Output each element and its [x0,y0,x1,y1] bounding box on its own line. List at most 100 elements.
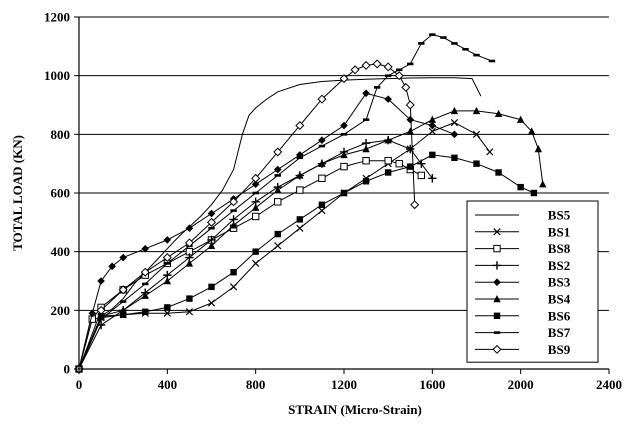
point-bs3-17 [406,115,415,124]
point-bs6-2 [119,311,127,318]
point-bs9-6 [206,217,217,227]
point-bs7-7 [230,209,237,212]
point-bs6-8 [252,248,259,255]
point-bs7-6 [208,226,215,230]
point-bs7-4 [164,262,171,265]
point-bs7-24 [488,59,496,63]
point-bs9-18 [401,82,411,92]
series-bs5 [78,77,482,370]
point-bs4-12 [340,150,348,159]
point-bs9-17 [394,71,404,81]
point-bs3-13 [318,136,326,144]
series-line-bs7 [78,34,493,370]
point-bs6-5 [186,295,193,302]
point-bs8-14 [362,157,370,165]
point-bs9-15 [372,59,382,69]
point-bs4-21 [528,127,536,135]
point-bs4-8 [251,203,260,211]
point-bs9-19 [405,100,415,110]
legend-item-bs8: BS8 [475,241,571,256]
point-bs7-3 [142,282,149,286]
point-bs4-9 [274,186,282,194]
point-bs8-16 [395,159,403,168]
point-bs3-16 [384,95,392,103]
point-bs6-7 [230,269,237,276]
series-bs9 [74,59,420,374]
point-bs9-12 [339,74,349,84]
point-bs8-18 [417,171,425,180]
x-axis-title: STRAIN (Micro-Strain) [288,402,422,417]
point-bs7-17 [407,62,414,66]
point-bs7-19 [429,33,436,36]
point-bs4-16 [428,115,437,123]
point-bs8-15 [384,157,392,165]
point-bs1-6 [207,299,216,307]
point-bs1-5 [185,308,194,316]
point-bs4-18 [472,106,481,115]
point-bs4-4 [163,277,172,285]
legend-label-bs3: BS3 [548,275,571,290]
x-tick-label-2: 800 [246,377,266,392]
point-bs3-11 [273,165,282,174]
point-bs6-16 [429,151,436,159]
legend-marker-bs4 [493,295,501,303]
point-bs4-19 [494,109,503,117]
point-bs9-20 [410,200,420,210]
series-line-bs6 [78,154,535,370]
point-bs9-13 [350,65,360,75]
legend-marker-bs2 [492,261,502,270]
point-bs1-17 [450,118,459,127]
y-tick-label-1: 200 [51,303,71,318]
series-bs7 [75,33,496,371]
point-bs6-19 [495,169,502,176]
point-bs7-20 [440,36,447,39]
y-tick-label-4: 800 [51,127,71,142]
point-bs3-19 [450,130,459,139]
point-bs6-18 [473,160,480,167]
point-bs4-14 [384,136,392,144]
y-tick-label-2: 400 [51,244,71,259]
series-bs8 [75,157,425,373]
x-tick-label-1: 400 [158,377,178,392]
point-bs4-3 [141,291,149,299]
series-layer [74,33,547,374]
legend-item-bs5: BS5 [475,208,571,223]
x-tick-label-3: 1200 [331,377,357,392]
point-bs7-9 [274,174,281,177]
legend-label-bs7: BS7 [548,325,571,340]
point-bs9-3 [140,267,150,277]
legend-marker-bs6 [493,312,501,319]
point-bs1-16 [428,127,436,136]
point-bs6-17 [451,154,458,161]
point-bs1-11 [318,206,326,215]
point-bs3-5 [141,244,150,253]
point-bs9-16 [383,62,393,72]
point-bs3-8 [207,209,216,218]
legend-label-bs1: BS1 [548,224,570,239]
legend-label-bs4: BS4 [548,292,571,307]
point-bs8-12 [318,174,326,183]
point-bs7-12 [340,133,348,136]
point-bs9-9 [273,147,283,157]
point-bs6-11 [318,201,326,208]
point-bs6-10 [296,216,304,223]
point-bs4-6 [207,241,216,249]
point-bs1-9 [274,242,282,250]
point-bs7-16 [396,68,403,72]
legend-item-bs1: BS1 [475,224,570,239]
point-bs6-1 [97,313,105,320]
point-bs4-15 [406,127,414,135]
legend-marker-bs7 [493,331,501,334]
point-bs7-1 [97,317,105,321]
point-bs7-15 [384,74,392,77]
point-bs9-14 [361,60,371,70]
legend-marker-bs8 [493,244,501,253]
point-bs6-20 [517,183,524,191]
legend-item-bs6: BS6 [475,308,571,323]
point-bs7-14 [373,86,381,89]
point-bs1-10 [296,224,304,232]
y-axis-title: TOTAL LOAD (KN) [10,135,25,251]
x-tick-label-6: 2400 [596,377,622,392]
point-bs7-23 [473,53,480,57]
